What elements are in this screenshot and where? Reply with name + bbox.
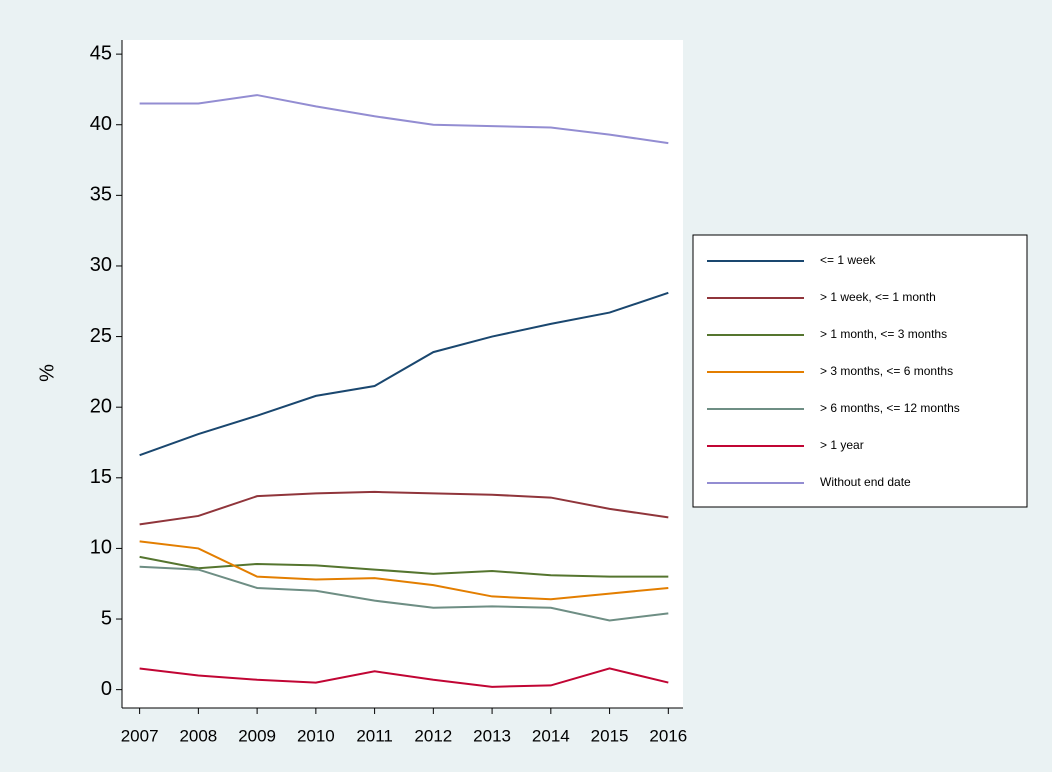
x-tick-label: 2011	[356, 726, 393, 745]
x-tick-label: 2009	[238, 726, 276, 745]
legend-label: > 1 year	[820, 438, 864, 452]
series-line	[139, 667, 669, 688]
y-tick-label: 10	[90, 537, 112, 559]
legend-label: > 3 months, <= 6 months	[820, 364, 953, 378]
x-tick-label: 2013	[473, 726, 511, 745]
series-line	[139, 540, 669, 601]
y-tick-label: 45	[90, 42, 112, 64]
x-tick-label: 2010	[297, 726, 335, 745]
series-line	[139, 555, 669, 578]
y-tick-label: 40	[90, 113, 112, 135]
x-tick-label: 2014	[532, 726, 570, 745]
x-tick-label: 2015	[591, 726, 629, 745]
x-tick-label: 2016	[649, 726, 687, 745]
x-tick-label: 2012	[414, 726, 452, 745]
series-line	[139, 291, 669, 457]
legend-label: <= 1 week	[820, 253, 876, 267]
y-tick-label: 35	[90, 184, 112, 206]
series-line	[139, 490, 669, 526]
y-tick-label: 15	[90, 466, 112, 488]
plot-area	[122, 40, 683, 708]
y-tick-label: 5	[101, 607, 112, 629]
x-tick-label: 2008	[179, 726, 217, 745]
legend-label: Without end date	[820, 475, 911, 489]
series-line	[139, 565, 669, 622]
legend-label: > 1 week, <= 1 month	[820, 290, 936, 304]
y-tick-label: 0	[101, 678, 112, 700]
y-tick-label: 30	[90, 254, 112, 276]
x-tick-label: 2007	[121, 726, 159, 745]
series-line	[139, 94, 669, 145]
legend-label: > 6 months, <= 12 months	[820, 401, 960, 415]
y-tick-label: 20	[90, 395, 112, 417]
legend-label: > 1 month, <= 3 months	[820, 327, 947, 341]
y-axis-label: %	[36, 364, 58, 382]
y-tick-label: 25	[90, 325, 112, 347]
